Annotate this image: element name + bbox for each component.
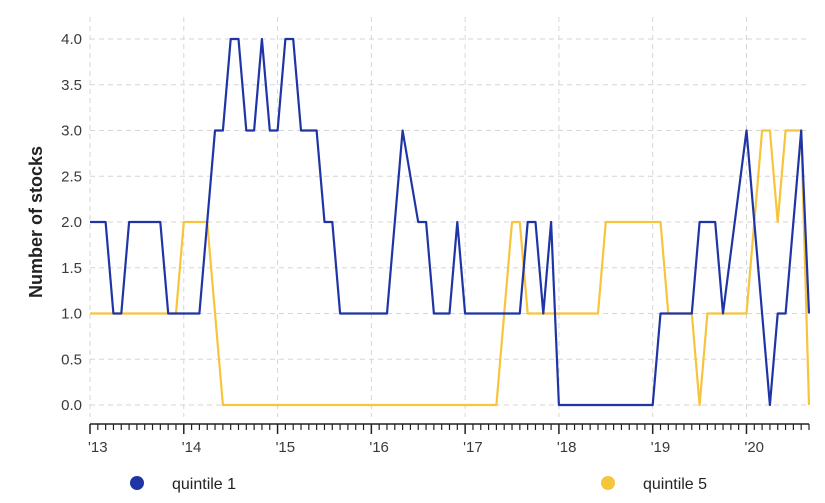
y-tick-label: 0.0 xyxy=(61,397,82,414)
legend-label: quintile 5 xyxy=(643,476,707,493)
x-tick-label: '15 xyxy=(276,439,296,456)
y-tick-label: 1.5 xyxy=(61,260,82,277)
tick-labels: 0.0 0.5 1.0 1.5 2.0 2.5 3.0 3.5 4.0 '13 '14 '15 '16 '… xyxy=(26,31,764,456)
x-tick-label: '16 xyxy=(369,439,389,456)
x-tick-label: '13 xyxy=(88,439,108,456)
x-tick-label: '17 xyxy=(463,439,483,456)
series-lines xyxy=(90,37,811,407)
y-tick-label: 2.0 xyxy=(61,214,82,231)
y-axis-title: Number of stocks xyxy=(26,146,46,298)
y-tick-label: 2.5 xyxy=(61,168,82,185)
x-tick-label: '18 xyxy=(557,439,577,456)
y-tick-label: 1.0 xyxy=(61,306,82,323)
legend-label: quintile 1 xyxy=(172,476,236,493)
y-tick-label: 0.5 xyxy=(61,351,82,368)
y-tick-label: 4.0 xyxy=(61,31,82,48)
series-line-quintile-1 xyxy=(90,37,811,407)
legend-marker xyxy=(130,476,144,490)
y-tick-label: 3.0 xyxy=(61,123,82,140)
x-tick-label: '19 xyxy=(651,439,671,456)
series-line-quintile-5 xyxy=(90,129,811,407)
x-tick-label: '14 xyxy=(182,439,202,456)
gridlines xyxy=(89,17,809,417)
legend: quintile 1 quintile 5 xyxy=(130,476,707,493)
y-tick-label: 3.5 xyxy=(61,77,82,94)
axes xyxy=(89,423,810,434)
x-tick-label: '20 xyxy=(744,439,764,456)
legend-marker xyxy=(601,476,615,490)
